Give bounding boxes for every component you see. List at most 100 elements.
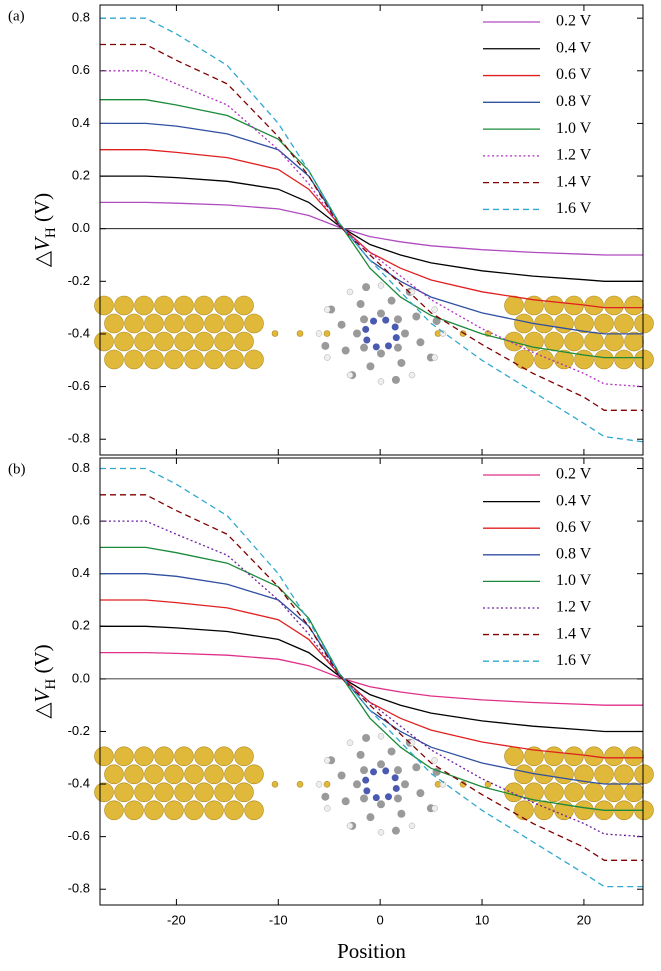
carbon-atom	[362, 283, 371, 292]
gold-atom	[184, 800, 204, 821]
gold-atom	[504, 782, 524, 803]
nitrogen-atom	[384, 342, 392, 350]
gold-atom	[154, 746, 174, 767]
y-axis-label-part: △	[30, 250, 54, 267]
y-axis-label-part: H	[43, 227, 59, 238]
hydrogen-atom	[315, 781, 323, 788]
gold-atom	[204, 313, 224, 334]
y-tick-label: -0.2	[68, 273, 90, 288]
gold-atom	[124, 313, 144, 334]
nitrogen-atom	[384, 793, 392, 801]
gold-atom	[124, 800, 144, 821]
panel-label: (b)	[8, 461, 26, 477]
y-axis-label-part: △	[30, 702, 54, 719]
gold-atom	[114, 295, 134, 316]
legend-label: 0.6 V	[556, 66, 592, 83]
gold-atom	[134, 746, 154, 767]
gold-atom	[271, 781, 279, 788]
gold-atom	[524, 782, 544, 803]
carbon-atom	[360, 766, 369, 775]
nitrogen-atom	[391, 323, 399, 331]
hydrogen-atom	[377, 282, 385, 289]
gold-atom	[94, 746, 114, 767]
gold-atom	[614, 764, 634, 785]
carbon-atom	[397, 358, 406, 367]
gold-atom	[154, 331, 174, 352]
carbon-atom	[377, 800, 385, 809]
gold-atom	[94, 331, 114, 352]
gold-atom	[624, 295, 644, 316]
legend-label: 0.8 V	[556, 545, 592, 562]
y-axis-label-part: H	[43, 679, 59, 690]
y-tick-label: 0.2	[72, 167, 90, 182]
y-tick-label: 0.8	[72, 460, 90, 475]
gold-atom	[524, 746, 544, 767]
y-axis-label-part: V	[30, 236, 54, 251]
gold-atom	[164, 349, 184, 370]
y-tick-label: -0.8	[68, 431, 90, 446]
gold-atom	[214, 295, 234, 316]
hydrogen-atom	[346, 371, 354, 379]
gold-atom	[584, 331, 604, 352]
plot-frame	[99, 4, 644, 456]
gold-atom	[564, 782, 584, 803]
carbon-atom	[377, 309, 385, 318]
gold-atom	[124, 349, 144, 370]
y-axis-label: △VH (V)	[30, 193, 60, 267]
gold-atom	[204, 800, 224, 821]
hydrogen-atom	[408, 822, 416, 830]
gold-atom	[504, 331, 524, 352]
gold-atom	[124, 764, 144, 785]
gold-atom	[554, 349, 574, 370]
carbon-atom	[360, 343, 369, 352]
gold-atom	[184, 313, 204, 334]
carbon-atom	[393, 343, 402, 352]
nitrogen-atom	[392, 784, 400, 792]
carbon-atom	[321, 792, 330, 801]
gold-atom	[234, 295, 254, 316]
carbon-atom	[353, 329, 361, 338]
legend-label: 1.6 V	[556, 200, 592, 217]
gold-atom	[184, 764, 204, 785]
nitrogen-atom	[362, 325, 370, 333]
y-tick-label: -0.8	[68, 881, 90, 896]
gold-atom	[154, 782, 174, 803]
gold-atom	[574, 313, 594, 334]
y-tick-label: -0.4	[68, 775, 90, 790]
hydrogen-atom	[431, 306, 438, 313]
gold-atom	[624, 746, 644, 767]
molecule-illustration	[94, 282, 654, 836]
gold-atom	[594, 764, 614, 785]
carbon-atom	[341, 346, 350, 355]
hydrogen-atom	[431, 354, 438, 361]
gold-atom	[104, 349, 124, 370]
carbon-atom	[387, 747, 396, 756]
carbon-atom	[412, 312, 421, 321]
gold-atom	[194, 295, 214, 316]
nitrogen-atom	[363, 787, 371, 795]
hydrogen-atom	[324, 757, 331, 764]
y-tick-label: -0.6	[68, 378, 90, 393]
gold-atom	[514, 349, 534, 370]
series-line	[100, 520, 643, 838]
gold-atom	[514, 800, 534, 821]
hydrogen-atom	[346, 739, 354, 746]
carbon-atom	[360, 315, 369, 324]
gold-atom	[564, 331, 584, 352]
carbon-atom	[356, 750, 365, 759]
carbon-atom	[416, 789, 425, 798]
carbon-atom	[432, 317, 441, 326]
y-axis-label-part: V	[30, 687, 54, 702]
hydrogen-atom	[315, 330, 323, 337]
y-tick-label: 0.0	[72, 670, 90, 685]
gold-atom	[114, 782, 134, 803]
gold-atom	[323, 781, 331, 788]
carbon-atom	[393, 315, 402, 324]
carbon-atom	[377, 349, 385, 358]
gold-atom	[504, 746, 524, 767]
gold-atom	[514, 764, 534, 785]
gold-atom	[604, 331, 624, 352]
carbon-atom	[377, 760, 385, 769]
series-line	[100, 494, 643, 861]
y-axis-label-part: (V)	[30, 193, 54, 227]
